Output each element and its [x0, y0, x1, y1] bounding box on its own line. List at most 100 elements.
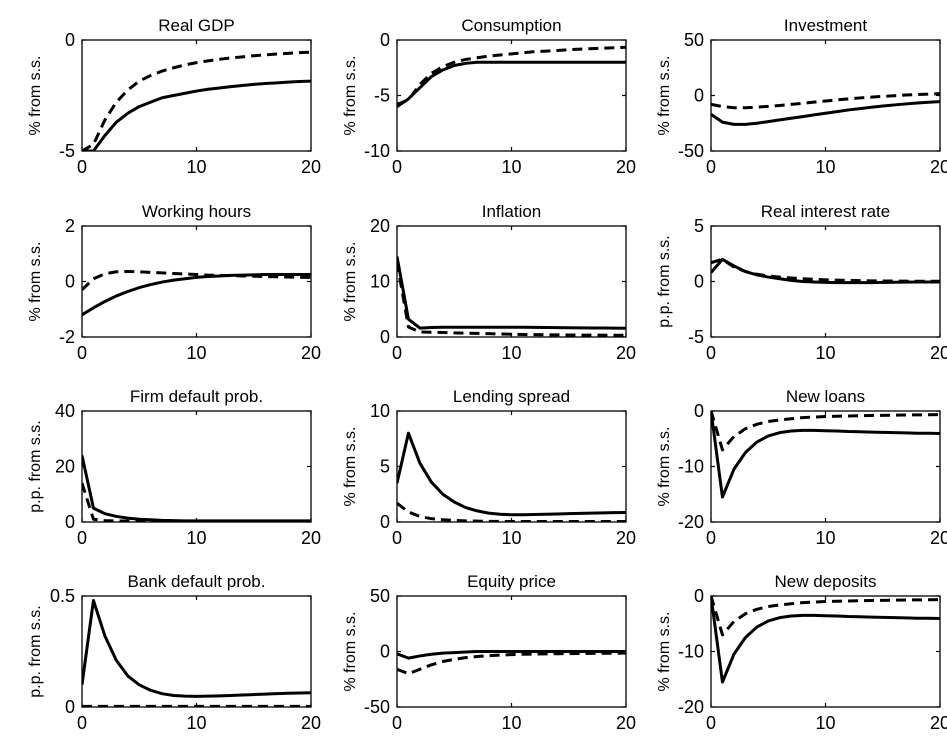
equity-price-y-tick-label: -50: [364, 697, 390, 717]
real-interest-rate-y-tick-label: -5: [688, 327, 704, 347]
firm-default-prob-y-tick-label: 20: [55, 457, 75, 477]
investment-x-tick-label: 10: [815, 157, 835, 177]
investment-x-tick-label: 20: [930, 157, 947, 177]
real-gdp-y-tick-label: 0: [65, 30, 75, 50]
firm-default-prob-y-tick-label: 40: [55, 401, 75, 421]
real-gdp-y-axis-label: % from s.s.: [27, 55, 44, 135]
inflation-series-dashed-line: [397, 261, 626, 337]
equity-price-series-solid-line: [397, 650, 626, 660]
investment-y-tick-label: -50: [678, 141, 704, 161]
inflation-x-tick-label: 20: [616, 343, 636, 363]
bank-default-prob-title: Bank default prob.: [128, 572, 266, 591]
real-interest-rate-x-tick-label: 0: [706, 343, 716, 363]
working-hours-y-tick-label: 2: [65, 216, 75, 236]
equity-price-x-tick-label: 20: [616, 713, 636, 733]
panel-lending-spread: 0 10 20 0 5 10 Lending spread % from s.s.: [342, 387, 636, 548]
investment-series-solid-line: [711, 100, 940, 126]
working-hours-y-tick-label: -2: [59, 327, 75, 347]
real-gdp-series-dashed-line: [82, 50, 311, 151]
bank-default-prob-y-axis-label: p.p. from s.s.: [27, 605, 44, 697]
equity-price-x-tick-label: 10: [501, 713, 521, 733]
new-loans-y-tick-label: 0: [694, 401, 704, 421]
consumption-axes-box: [396, 39, 627, 152]
working-hours-x-tick-label: 20: [301, 343, 321, 363]
inflation-y-tick-label: 0: [380, 327, 390, 347]
firm-default-prob-x-tick-label: 10: [186, 528, 206, 548]
inflation-axes-box: [396, 225, 627, 338]
bank-default-prob-y-tick-label: 0.5: [50, 586, 75, 606]
working-hours-title: Working hours: [142, 202, 251, 221]
new-loans-x-tick-label: 0: [706, 528, 716, 548]
inflation-title: Inflation: [482, 202, 542, 221]
real-gdp-x-tick-label: 20: [301, 157, 321, 177]
working-hours-y-axis-label: % from s.s.: [27, 241, 44, 321]
consumption-y-axis-label: % from s.s.: [342, 55, 359, 135]
new-deposits-series-dashed-line: [711, 596, 940, 637]
panel-firm-default-prob: 0 10 20 0 20 40 Firm default prob. p.p. from s.…: [27, 387, 321, 548]
new-deposits-series-solid-line: [711, 596, 940, 684]
new-deposits-y-axis-label: % from s.s.: [656, 611, 673, 691]
bank-default-prob-x-tick-label: 10: [186, 713, 206, 733]
real-interest-rate-series-dashed-line: [711, 257, 940, 283]
inflation-series-solid-line: [397, 256, 626, 330]
panel-new-deposits: 0 10 20 -20 -10 0 New deposits % from s.s.: [656, 572, 947, 733]
real-gdp-x-tick-label: 10: [186, 157, 206, 177]
new-loans-x-tick-label: 20: [930, 528, 947, 548]
working-hours-series-dashed-line: [82, 270, 311, 291]
firm-default-prob-title: Firm default prob.: [130, 387, 263, 406]
real-interest-rate-y-tick-label: 0: [694, 272, 704, 292]
real-gdp-x-tick-label: 0: [77, 157, 87, 177]
new-deposits-y-tick-label: -10: [678, 642, 704, 662]
consumption-series-solid-line: [397, 60, 626, 108]
equity-price-y-axis-label: % from s.s.: [342, 611, 359, 691]
real-interest-rate-x-tick-label: 10: [815, 343, 835, 363]
lending-spread-y-tick-label: 10: [370, 401, 390, 421]
inflation-x-tick-label: 0: [392, 343, 402, 363]
bank-default-prob-y-tick-label: 0: [65, 697, 75, 717]
bank-default-prob-x-tick-label: 20: [301, 713, 321, 733]
inflation-y-tick-label: 10: [370, 272, 390, 292]
working-hours-x-tick-label: 0: [77, 343, 87, 363]
consumption-title: Consumption: [461, 16, 561, 35]
investment-x-tick-label: 0: [706, 157, 716, 177]
inflation-y-axis-label: % from s.s.: [342, 241, 359, 321]
real-interest-rate-y-tick-label: 5: [694, 216, 704, 236]
new-deposits-x-tick-label: 0: [706, 713, 716, 733]
firm-default-prob-x-tick-label: 20: [301, 528, 321, 548]
equity-price-title: Equity price: [467, 572, 556, 591]
new-deposits-title: New deposits: [774, 572, 876, 591]
consumption-x-tick-label: 20: [616, 157, 636, 177]
lending-spread-x-tick-label: 20: [616, 528, 636, 548]
bank-default-prob-x-tick-label: 0: [77, 713, 87, 733]
new-loans-series-dashed-line: [711, 411, 940, 452]
working-hours-series-solid-line: [82, 273, 311, 317]
new-deposits-y-tick-label: 0: [694, 586, 704, 606]
lending-spread-x-tick-label: 10: [501, 528, 521, 548]
firm-default-prob-x-tick-label: 0: [77, 528, 87, 548]
bank-default-prob-axes-box: [81, 595, 312, 708]
new-deposits-x-tick-label: 10: [815, 713, 835, 733]
new-loans-y-tick-label: -20: [678, 512, 704, 532]
real-gdp-axes-box: [81, 39, 312, 152]
consumption-y-tick-label: -10: [364, 141, 390, 161]
consumption-x-tick-label: 0: [392, 157, 402, 177]
working-hours-x-tick-label: 10: [186, 343, 206, 363]
new-loans-series-solid-line: [711, 411, 940, 499]
investment-series-dashed-line: [711, 92, 940, 110]
firm-default-prob-series-solid-line: [82, 455, 311, 522]
new-deposits-y-tick-label: -20: [678, 697, 704, 717]
investment-y-axis-label: % from s.s.: [656, 55, 673, 135]
lending-spread-series-solid-line: [397, 431, 626, 517]
investment-y-tick-label: 0: [694, 86, 704, 106]
real-interest-rate-x-tick-label: 20: [930, 343, 947, 363]
inflation-x-tick-label: 10: [501, 343, 521, 363]
investment-title: Investment: [784, 16, 867, 35]
equity-price-series-dashed-line: [397, 651, 626, 676]
equity-price-y-tick-label: 50: [370, 586, 390, 606]
consumption-y-tick-label: -5: [374, 86, 390, 106]
lending-spread-y-tick-label: 5: [380, 457, 390, 477]
equity-price-y-tick-label: 0: [380, 642, 390, 662]
